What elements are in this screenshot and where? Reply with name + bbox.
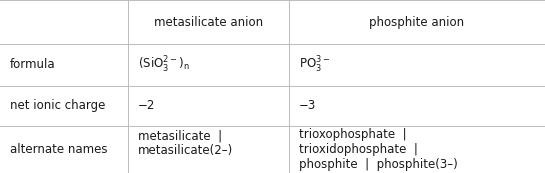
Text: phosphite  |  phosphite(3–): phosphite | phosphite(3–): [299, 158, 457, 171]
Text: net ionic charge: net ionic charge: [10, 99, 105, 112]
Text: phosphite anion: phosphite anion: [370, 16, 464, 29]
Text: $(\mathrm{SiO}_3^{2-})_\mathrm{n}$: $(\mathrm{SiO}_3^{2-})_\mathrm{n}$: [138, 55, 190, 75]
Text: formula: formula: [10, 58, 56, 71]
Text: trioxophosphate  |: trioxophosphate |: [299, 128, 406, 142]
Text: trioxidophosphate  |: trioxidophosphate |: [299, 143, 417, 156]
Text: metasilicate anion: metasilicate anion: [154, 16, 263, 29]
Text: $\mathrm{PO}_3^{3-}$: $\mathrm{PO}_3^{3-}$: [299, 55, 330, 75]
Text: metasilicate  |: metasilicate |: [138, 129, 222, 142]
Text: alternate names: alternate names: [10, 143, 107, 156]
Text: −2: −2: [138, 99, 155, 112]
Text: −3: −3: [299, 99, 316, 112]
Text: metasilicate(2–): metasilicate(2–): [138, 144, 233, 157]
